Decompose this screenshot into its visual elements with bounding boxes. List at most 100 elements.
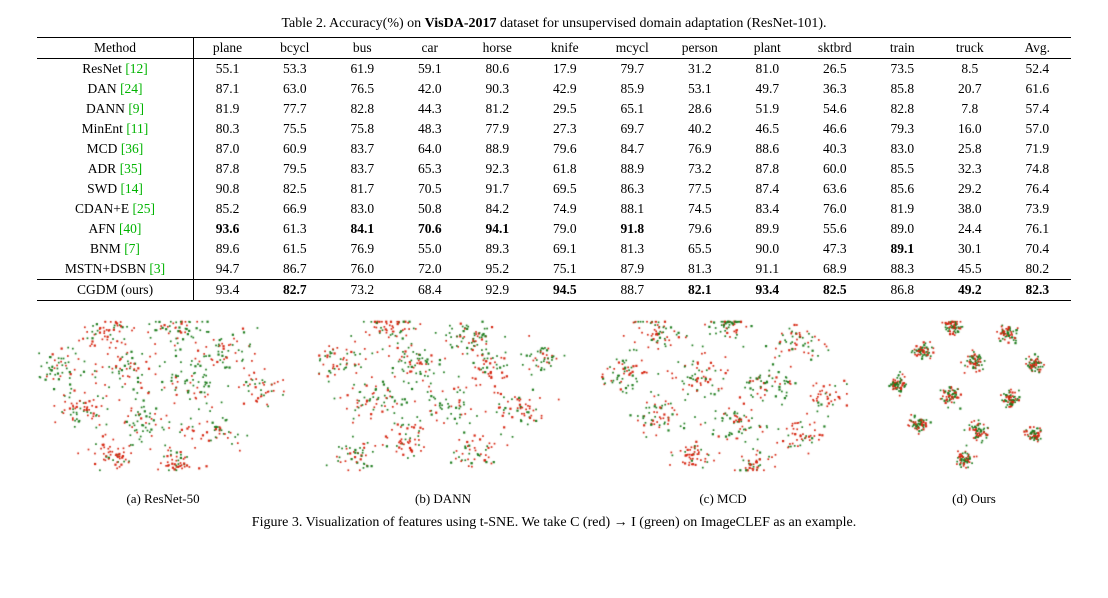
- value-cell: 76.9: [350, 241, 375, 256]
- table-title-prefix: Table 2. Accuracy(%) on: [281, 16, 425, 31]
- value-cell: 85.6: [890, 181, 915, 196]
- value-cell: 84.2: [485, 201, 510, 216]
- value-cell: 59.1: [417, 61, 442, 76]
- value-cell: 87.1: [215, 81, 240, 96]
- value-cell: 49.7: [755, 81, 780, 96]
- value-cell: 89.0: [890, 221, 915, 236]
- value-cell: 53.3: [282, 61, 307, 76]
- value-cell: 82.7: [282, 282, 307, 297]
- column-header: plant: [753, 40, 781, 55]
- value-cell: 73.2: [350, 282, 375, 297]
- value-cell: 50.8: [417, 201, 442, 216]
- value-cell: 69.7: [620, 121, 645, 136]
- value-cell: 76.0: [350, 261, 375, 276]
- value-cell: 69.5: [552, 181, 577, 196]
- value-cell: 60.9: [282, 141, 307, 156]
- value-cell: 73.2: [687, 161, 712, 176]
- value-cell: 25.8: [957, 141, 982, 156]
- tsne-panel: (c) MCD: [594, 317, 852, 507]
- method-cell: MCD [36]: [37, 139, 194, 159]
- value-cell: 88.7: [620, 282, 645, 297]
- value-cell: 81.9: [215, 101, 240, 116]
- value-cell: 65.5: [687, 241, 712, 256]
- value-cell: 40.2: [687, 121, 712, 136]
- value-cell: 82.5: [282, 181, 307, 196]
- table-2-block: Table 2. Accuracy(%) on VisDA-2017 datas…: [36, 16, 1072, 301]
- value-cell: 83.0: [350, 201, 375, 216]
- method-cell: ResNet [12]: [37, 58, 194, 79]
- method-name: MinEnt: [81, 121, 127, 136]
- value-cell: 51.9: [755, 101, 780, 116]
- value-cell: 47.3: [822, 241, 847, 256]
- value-cell: 77.5: [687, 181, 712, 196]
- value-cell: 27.3: [552, 121, 577, 136]
- paper-page: Table 2. Accuracy(%) on VisDA-2017 datas…: [34, 16, 1074, 530]
- value-cell: 63.0: [282, 81, 307, 96]
- value-cell: 93.4: [755, 282, 780, 297]
- value-cell: 79.6: [687, 221, 712, 236]
- column-header: mcycl: [615, 40, 649, 55]
- value-cell: 94.1: [485, 221, 510, 236]
- value-cell: 88.3: [890, 261, 915, 276]
- value-cell: 69.1: [552, 241, 577, 256]
- value-cell: 81.9: [890, 201, 915, 216]
- citation-ref: [40]: [118, 221, 142, 236]
- table-row: CDAN+E [25] 85.2 66.9 83.0 50.8 84.2 74.9 88.1 7…: [37, 199, 1071, 219]
- value-cell: 61.3: [282, 221, 307, 236]
- citation-ref: [7]: [124, 241, 140, 256]
- value-cell: 30.1: [957, 241, 982, 256]
- value-cell: 89.3: [485, 241, 510, 256]
- tsne-panel: (d) Ours: [874, 317, 1074, 507]
- tsne-scatter-plot: [594, 317, 852, 475]
- value-cell: 90.8: [215, 181, 240, 196]
- value-cell: 36.3: [822, 81, 847, 96]
- table-row: CGDM (ours) 93.4 82.7 73.2 68.4 92.9 94.5 88.7 8…: [37, 279, 1071, 301]
- value-cell: 76.9: [687, 141, 712, 156]
- value-cell: 57.0: [1025, 121, 1050, 136]
- column-header: sktbrd: [817, 40, 852, 55]
- value-cell: 61.8: [552, 161, 577, 176]
- value-cell: 68.9: [822, 261, 847, 276]
- value-cell: 87.4: [755, 181, 780, 196]
- method-cell: SWD [14]: [37, 179, 194, 199]
- value-cell: 81.0: [755, 61, 780, 76]
- value-cell: 77.9: [485, 121, 510, 136]
- tsne-scatter-plot: [34, 317, 292, 475]
- column-header: truck: [955, 40, 984, 55]
- value-cell: 81.2: [485, 101, 510, 116]
- value-cell: 80.6: [485, 61, 510, 76]
- value-cell: 91.7: [485, 181, 510, 196]
- value-cell: 87.8: [215, 161, 240, 176]
- value-cell: 20.7: [957, 81, 982, 96]
- value-cell: 65.3: [417, 161, 442, 176]
- method-name: CGDM (ours): [76, 282, 154, 297]
- value-cell: 76.1: [1025, 221, 1050, 236]
- citation-ref: [35]: [119, 161, 143, 176]
- method-name: MCD: [86, 141, 121, 156]
- results-table-header: Method plane bcycl bus car horse knife mcycl per…: [37, 37, 1071, 59]
- value-cell: 85.2: [215, 201, 240, 216]
- method-name: ADR: [87, 161, 120, 176]
- method-cell: CDAN+E [25]: [37, 199, 194, 219]
- table-row: ResNet [12] 55.1 53.3 61.9 59.1 80.6 17.9 79.7 3…: [37, 58, 1071, 79]
- value-cell: 87.9: [620, 261, 645, 276]
- value-cell: 86.8: [890, 282, 915, 297]
- value-cell: 83.7: [350, 141, 375, 156]
- table-row: DANN [9] 81.9 77.7 82.8 44.3 81.2 29.5 65.1 28.6…: [37, 99, 1071, 119]
- value-cell: 86.3: [620, 181, 645, 196]
- value-cell: 40.3: [822, 141, 847, 156]
- citation-ref: [9]: [128, 101, 145, 116]
- value-cell: 81.3: [687, 261, 712, 276]
- citation-ref: [11]: [126, 121, 149, 136]
- value-cell: 83.4: [755, 201, 780, 216]
- value-cell: 42.0: [417, 81, 442, 96]
- value-cell: 60.0: [822, 161, 847, 176]
- results-table-body: ResNet [12] 55.1 53.3 61.9 59.1 80.6 17.9 79.7 3…: [37, 58, 1071, 301]
- column-header: Avg.: [1024, 40, 1051, 55]
- value-cell: 94.5: [552, 282, 577, 297]
- value-cell: 71.9: [1025, 141, 1050, 156]
- table-row: BNM [7] 89.6 61.5 76.9 55.0 89.3 69.1 81.3 65.5 9…: [37, 239, 1071, 259]
- tsne-scatter-plot: [874, 317, 1074, 475]
- value-cell: 55.0: [417, 241, 442, 256]
- column-header: Method: [37, 37, 194, 59]
